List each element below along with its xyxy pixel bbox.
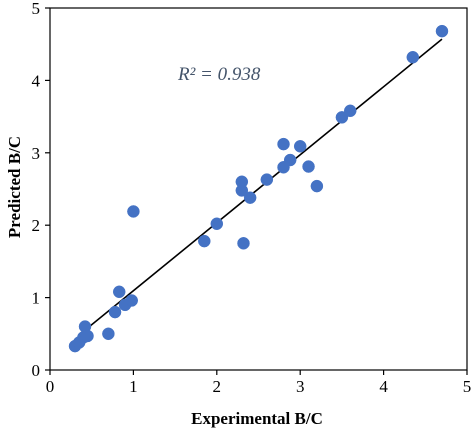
y-tick-label: 3 <box>32 144 41 163</box>
data-point <box>127 205 140 218</box>
data-point <box>235 184 249 197</box>
data-point <box>302 160 315 173</box>
data-point <box>81 329 94 343</box>
data-point <box>310 179 324 193</box>
x-tick-label: 1 <box>129 377 138 396</box>
y-axis-title: Predicted B/C <box>5 136 24 238</box>
x-axis-title: Experimental B/C <box>191 409 323 428</box>
r-squared-annotation: R² = 0.938 <box>177 64 261 85</box>
data-point <box>112 285 126 299</box>
x-tick-label: 3 <box>296 377 305 396</box>
y-tick-label: 2 <box>32 216 41 235</box>
plot-frame <box>49 7 468 371</box>
y-tick-label: 4 <box>32 71 41 90</box>
data-point <box>243 191 257 204</box>
x-tick-label: 2 <box>213 377 222 396</box>
data-point <box>277 137 290 151</box>
data-point <box>260 173 274 186</box>
data-point <box>108 305 122 319</box>
y-tick-label: 0 <box>32 361 41 380</box>
data-point <box>125 294 138 307</box>
y-tick-label: 1 <box>32 289 41 308</box>
data-point <box>198 234 211 248</box>
data-point <box>283 153 297 167</box>
plot-area <box>49 7 468 371</box>
data-points <box>68 24 449 353</box>
data-point <box>435 24 449 38</box>
data-point <box>343 104 357 118</box>
x-tick-label: 4 <box>379 377 388 396</box>
data-point <box>102 327 115 341</box>
y-tick-label: 5 <box>32 0 41 18</box>
data-point <box>406 50 420 64</box>
x-tick-label: 5 <box>463 377 472 396</box>
data-point <box>237 237 250 250</box>
x-tick-label: 0 <box>46 377 55 396</box>
data-point <box>293 140 307 153</box>
x-axis-ticks: 0 1 2 3 4 5 <box>46 370 472 396</box>
data-point <box>210 217 224 231</box>
data-point <box>335 111 349 124</box>
y-axis-ticks: 0 1 2 3 4 5 <box>32 0 50 380</box>
